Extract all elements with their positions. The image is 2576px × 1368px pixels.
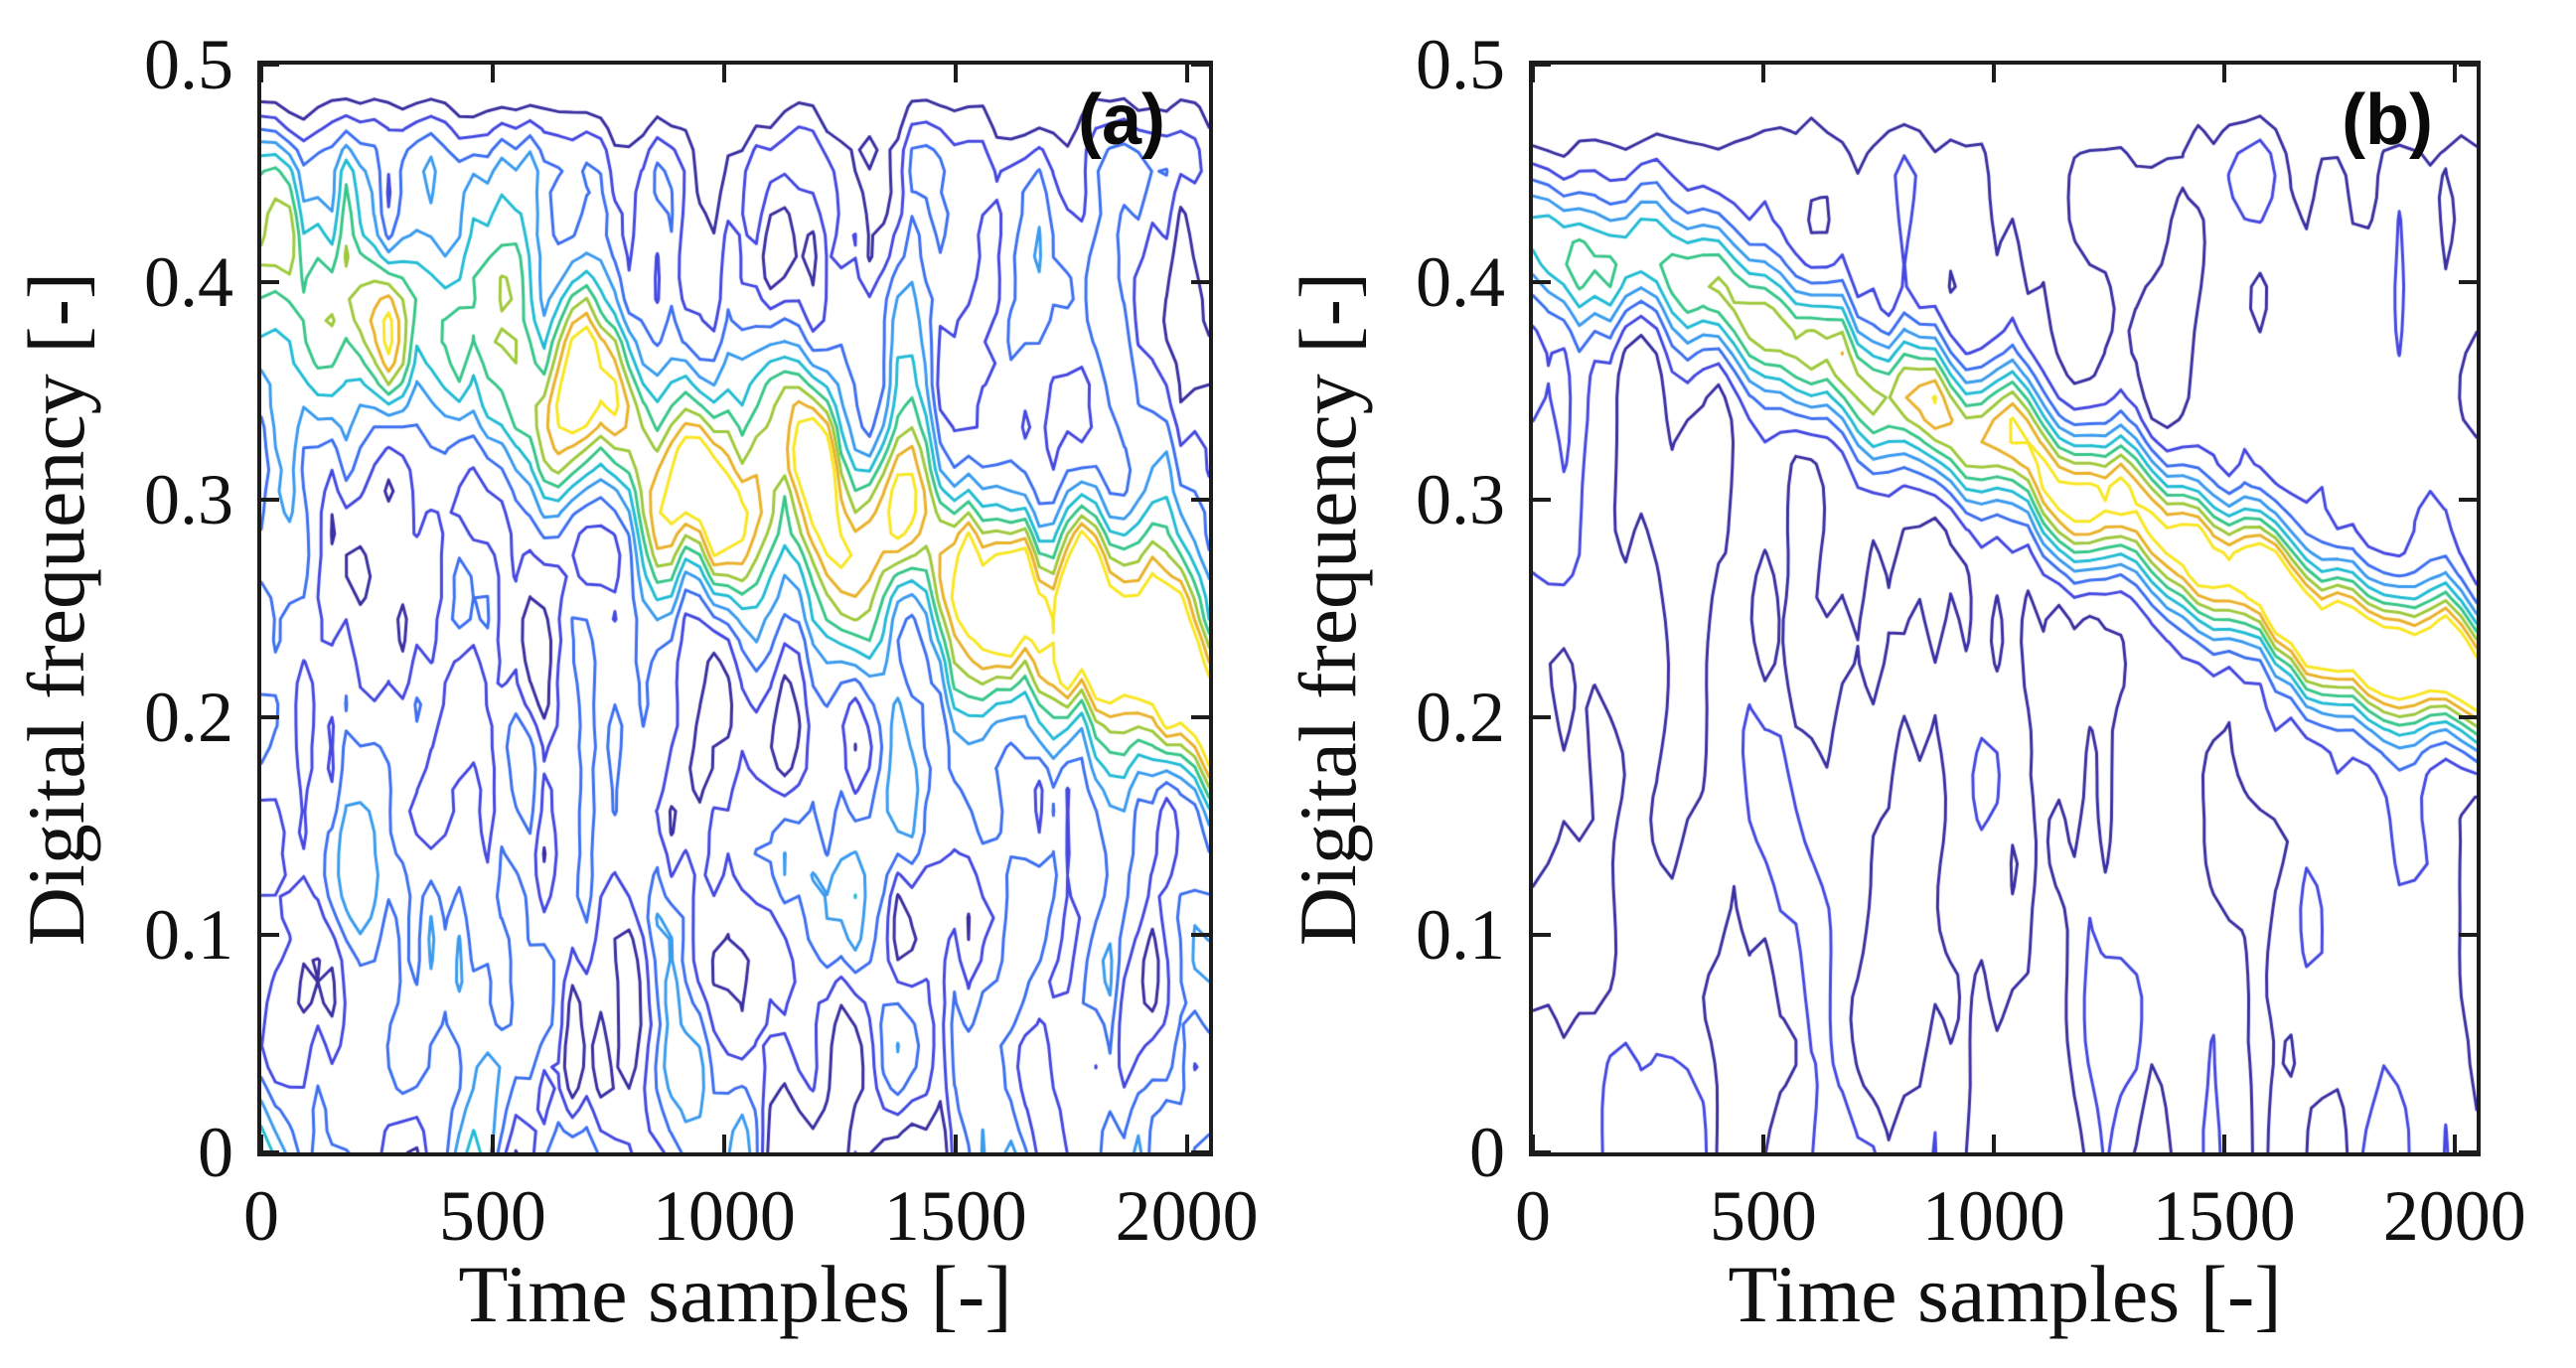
panel-b-x-axis-label: Time samples [-] (1728, 1249, 2282, 1339)
y-tick-mark (1533, 1150, 1551, 1154)
contour-canvas-b (1533, 65, 2477, 1152)
panel-b-plot-area: Digital frequency [-] Time samples [-] (… (1283, 29, 2526, 1335)
x-tick-mark (953, 1135, 958, 1152)
x-tick-mark (1991, 1135, 1996, 1152)
x-tick-mark (259, 1135, 263, 1152)
panel-a-x-axis-label: Time samples [-] (458, 1249, 1012, 1339)
x-tick-label: 1000 (652, 1176, 796, 1256)
y-tick-label: 0.4 (1416, 242, 1505, 322)
y-tick-mark (1533, 498, 1551, 502)
x-tick-label: 2000 (2382, 1176, 2526, 1256)
y-tick-mark (1191, 933, 1209, 937)
x-tick-mark (259, 65, 263, 82)
y-tick-label: 0.5 (1416, 25, 1505, 104)
x-tick-mark (490, 1135, 495, 1152)
x-tick-mark (1991, 65, 1996, 82)
y-tick-mark (1191, 1150, 1209, 1154)
y-tick-mark (261, 498, 279, 502)
x-tick-mark (721, 1135, 726, 1152)
y-tick-mark (1191, 715, 1209, 719)
y-tick-mark (261, 933, 279, 937)
panel-a-plot-area: Digital frequency [-] Time samples [-] (… (11, 29, 1259, 1335)
y-tick-label: 0.4 (144, 242, 233, 322)
y-tick-label: 0.3 (144, 460, 233, 539)
y-tick-mark (2459, 280, 2477, 284)
y-tick-mark (2459, 1150, 2477, 1154)
y-tick-mark (261, 715, 279, 719)
x-tick-mark (721, 65, 726, 82)
y-tick-mark (2459, 498, 2477, 502)
x-tick-mark (953, 65, 958, 82)
y-tick-mark (261, 63, 279, 67)
y-tick-mark (2459, 933, 2477, 937)
x-tick-mark (2221, 1135, 2226, 1152)
contour-canvas-a (261, 65, 1209, 1152)
x-tick-mark (1184, 65, 1189, 82)
x-tick-mark (1184, 1135, 1189, 1152)
y-tick-label: 0.3 (1416, 460, 1505, 539)
y-tick-label: 0.5 (144, 25, 233, 104)
panel-b-y-axis-label: Digital frequency [-] (1283, 271, 1373, 946)
y-tick-mark (261, 280, 279, 284)
x-tick-mark (1531, 1135, 1535, 1152)
panel-b-corner-label: (b) (2342, 80, 2433, 160)
x-tick-mark (1531, 65, 1535, 82)
y-tick-mark (1533, 63, 1551, 67)
x-tick-label: 1500 (2152, 1176, 2296, 1256)
x-tick-mark (1760, 1135, 1765, 1152)
x-tick-label: 0 (243, 1176, 279, 1256)
y-tick-label: 0 (198, 1113, 233, 1192)
x-tick-mark (1760, 65, 1765, 82)
panel-a-corner-label: (a) (1078, 80, 1165, 160)
y-tick-mark (1533, 715, 1551, 719)
x-tick-label: 1000 (1921, 1176, 2065, 1256)
x-tick-label: 0 (1515, 1176, 1551, 1256)
y-tick-label: 0.1 (1416, 895, 1505, 975)
x-tick-mark (2221, 65, 2226, 82)
y-tick-mark (2459, 715, 2477, 719)
y-tick-label: 0.2 (144, 678, 233, 757)
y-tick-mark (2459, 63, 2477, 67)
y-tick-mark (261, 1150, 279, 1154)
y-tick-label: 0.2 (1416, 678, 1505, 757)
y-tick-mark (1191, 63, 1209, 67)
x-tick-mark (490, 65, 495, 82)
x-tick-label: 1500 (883, 1176, 1027, 1256)
y-tick-mark (1191, 280, 1209, 284)
y-tick-label: 0 (1469, 1113, 1505, 1192)
x-tick-label: 500 (438, 1176, 546, 1256)
panel-a-y-axis-label: Digital frequency [-] (11, 271, 101, 946)
x-tick-mark (2452, 1135, 2457, 1152)
x-tick-label: 500 (1709, 1176, 1817, 1256)
y-tick-mark (1533, 280, 1551, 284)
x-tick-mark (2452, 65, 2457, 82)
y-tick-mark (1191, 498, 1209, 502)
y-tick-label: 0.1 (144, 895, 233, 975)
y-tick-mark (1533, 933, 1551, 937)
x-tick-label: 2000 (1115, 1176, 1259, 1256)
